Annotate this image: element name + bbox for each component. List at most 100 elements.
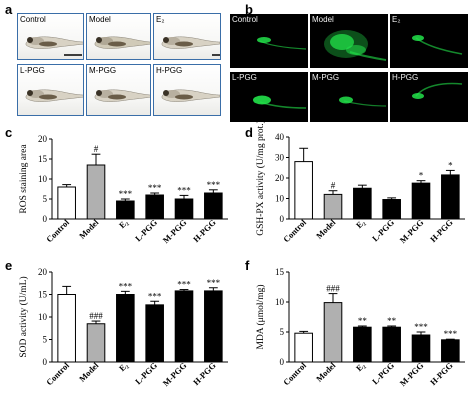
bar-h-pgg	[204, 192, 223, 220]
x-tick-label: L-PGG	[370, 360, 396, 386]
y-axis-label: ROS staining area	[19, 144, 29, 214]
bar-model	[86, 323, 106, 363]
bar-e₂	[353, 326, 372, 363]
tile-label: Control	[232, 15, 258, 24]
significance-mark: ***	[414, 322, 428, 332]
y-tick-label: 10	[38, 174, 48, 184]
panel-label-c: c	[5, 125, 13, 140]
significance-mark: ***	[148, 291, 162, 301]
bar-e₂	[353, 187, 372, 220]
fluorescence-image	[412, 35, 463, 55]
tile-label: Control	[20, 15, 46, 24]
x-tick-label: Control	[281, 360, 308, 387]
fluorescence-image	[257, 37, 307, 50]
y-tick-label: 10	[275, 297, 285, 307]
bar-l-pgg	[145, 194, 164, 220]
x-tick-label: Model	[314, 360, 338, 384]
bar-e₂	[116, 200, 135, 220]
significance-mark: ***	[177, 185, 191, 195]
x-tick-label: Model	[77, 217, 101, 241]
x-tick-label: Model	[77, 360, 101, 384]
significance-mark: ***	[207, 180, 221, 190]
x-tick-label: L-PGG	[133, 217, 159, 243]
larva-image	[25, 89, 83, 102]
x-tick-label: H-PGG	[191, 217, 218, 244]
larva-image	[94, 36, 150, 49]
y-tick-label: 15	[38, 290, 48, 300]
y-tick-label: 5	[43, 335, 48, 345]
tile-label: E₂	[156, 15, 165, 24]
y-tick-label: 40	[275, 132, 285, 142]
panel-label-f: f	[245, 258, 250, 273]
x-tick-label: Control	[44, 217, 71, 244]
significance-mark: ***	[177, 280, 191, 290]
tile-label: Model	[312, 15, 334, 24]
larva-image	[161, 89, 220, 102]
significance-mark: *	[448, 160, 453, 170]
bar-control	[294, 161, 313, 220]
fluorescence-tile-m-pgg: M-PGG	[310, 72, 388, 122]
bar-m-pgg	[411, 334, 431, 363]
tile-label: Model	[89, 15, 111, 24]
x-tick-label: M-PGG	[398, 217, 426, 245]
tile-label: H-PGG	[392, 73, 419, 82]
fluorescence-tile-h-pgg: H-PGG	[390, 72, 468, 122]
significance-mark: ***	[119, 189, 133, 199]
bar-model	[323, 193, 343, 220]
bar-h-pgg	[441, 339, 460, 363]
significance-mark: **	[358, 316, 368, 326]
tile-label: M-PGG	[312, 73, 340, 82]
larva-image	[25, 36, 83, 56]
tile-label: E₂	[392, 15, 401, 24]
x-tick-label: H-PGG	[191, 360, 218, 387]
brightfield-tile-model: Model	[86, 13, 151, 60]
bar-e₂	[116, 294, 135, 363]
tile-label: M-PGG	[89, 66, 117, 75]
x-tick-label: Model	[314, 217, 338, 241]
larva-image	[94, 89, 150, 102]
significance-mark: ***	[444, 329, 458, 339]
bar-m-pgg	[174, 198, 194, 220]
bar-control	[57, 294, 76, 363]
brightfield-tile-h-pgg: H-PGG	[153, 64, 221, 116]
x-tick-label: M-PGG	[161, 360, 189, 388]
y-tick-label: 0	[280, 214, 285, 224]
fluorescence-tile-l-pgg: L-PGG	[230, 72, 308, 122]
significance-mark: #	[331, 181, 336, 191]
y-axis-label: GSH-PX activity (U/mg prot.)	[255, 120, 266, 236]
x-tick-label: M-PGG	[398, 360, 426, 388]
panel-label-b: b	[245, 2, 253, 17]
bar-model	[86, 164, 106, 220]
x-tick-label: H-PGG	[428, 360, 455, 387]
tile-label: H-PGG	[156, 66, 183, 75]
fluorescence-tile-control: Control	[230, 14, 308, 68]
bar-control	[57, 186, 76, 220]
bar-h-pgg	[441, 174, 460, 220]
fluorescence-tile-model: Model	[310, 14, 388, 68]
y-axis-label: MDA (μmol/mg)	[255, 285, 266, 350]
x-tick-label: H-PGG	[428, 217, 455, 244]
significance-mark: ###	[326, 284, 340, 294]
fluorescence-image	[253, 95, 307, 109]
y-tick-label: 0	[43, 357, 48, 367]
fluorescence-image	[412, 82, 463, 99]
chart-ros-staining-area: 0 5 10 15 20 ROS staining area Control # Model **…	[19, 134, 228, 245]
y-tick-label: 30	[275, 153, 285, 163]
y-tick-label: 20	[38, 267, 48, 277]
x-tick-label: Control	[44, 360, 71, 387]
y-tick-label: 20	[38, 134, 48, 144]
bar-l-pgg	[382, 326, 401, 363]
larva-image	[161, 36, 220, 56]
brightfield-tile-m-pgg: M-PGG	[86, 64, 151, 116]
significance-mark: ###	[89, 311, 103, 321]
y-tick-label: 10	[275, 194, 285, 204]
y-tick-label: 5	[43, 194, 48, 204]
fluorescence-tile-e2: E₂	[390, 14, 468, 68]
panel-label-a: a	[5, 2, 13, 17]
tile-label: L-PGG	[232, 73, 257, 82]
x-tick-label: L-PGG	[370, 217, 396, 243]
x-tick-label: L-PGG	[133, 360, 159, 386]
y-tick-label: 15	[275, 267, 285, 277]
